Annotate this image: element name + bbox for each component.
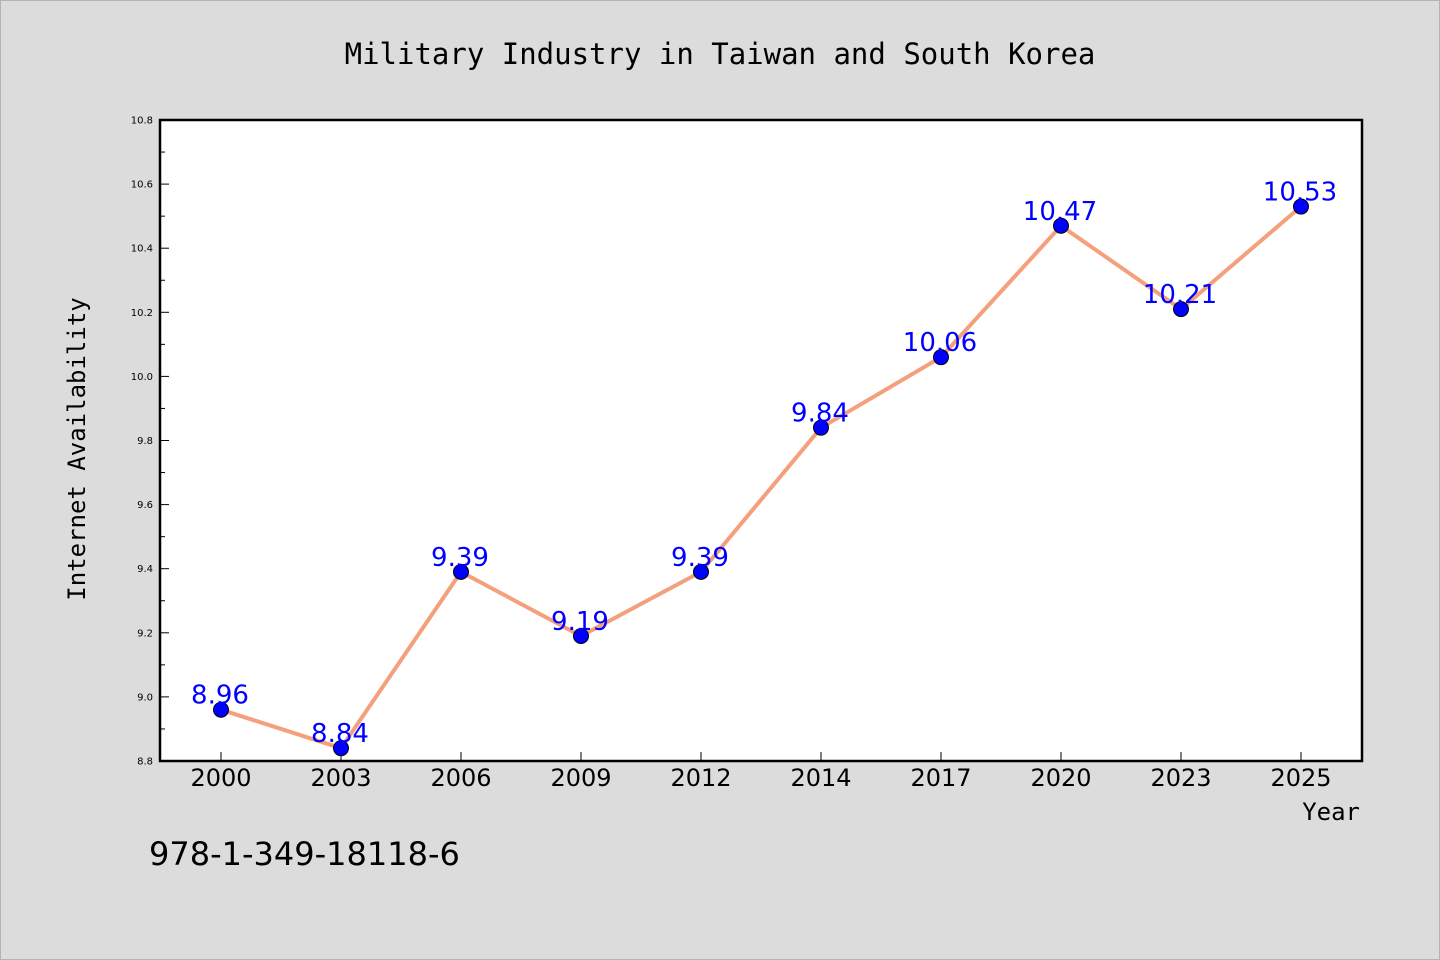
data-point [1173,301,1189,318]
y-tick-label: 10.8 [131,116,153,127]
series-layer: 8.96 8.84 9.39 9.19 9.39 9.84 10.06 10.47 10.21 1… [191,178,1337,757]
data-label: 10.21 [1143,280,1217,310]
data-point [1293,198,1309,215]
y-tick-label: 9.6 [137,500,153,511]
data-point [1053,217,1069,234]
x-tick-label: 2012 [670,764,731,792]
y-tick-label: 8.8 [137,757,153,768]
x-axis: 2000 2003 2006 2009 2012 2014 2017 2020 2023 2025 [190,752,1332,792]
y-axis: 8.8 9.0 9.2 9.4 9.6 9.8 10.0 10.2 10.4 10.6 10.8 [131,116,169,768]
y-axis-title: Internet Availability [63,297,91,600]
data-label: 9.39 [431,543,489,573]
data-point [573,628,589,645]
y-tick-label: 10.0 [131,372,153,383]
x-tick-label: 2020 [1030,764,1091,792]
x-tick-label: 2014 [790,764,851,792]
x-tick-label: 2000 [190,764,251,792]
y-tick-label: 10.4 [131,244,153,255]
x-tick-label: 2025 [1270,764,1331,792]
x-tick-label: 2003 [310,764,371,792]
data-label: 10.53 [1263,178,1337,208]
x-tick-label: 2006 [430,764,491,792]
data-label: 10.06 [903,328,977,358]
y-tick-label: 9.0 [137,692,153,703]
y-tick-label: 9.2 [137,628,153,639]
series-line [219,204,1303,751]
data-point [813,419,829,436]
data-label: 9.84 [791,399,849,429]
y-tick-label: 9.4 [137,564,153,575]
data-point [213,701,229,718]
data-label: 10.47 [1023,197,1097,227]
y-tick-label: 9.8 [137,436,153,447]
y-tick-label: 10.6 [131,180,153,191]
data-point [333,740,349,757]
data-label: 9.39 [671,543,729,573]
data-label: 9.19 [551,607,609,637]
data-point [933,349,949,366]
x-tick-label: 2017 [910,764,971,792]
footer-code: 978-1-349-18118-6 [149,835,460,873]
data-label: 8.84 [311,719,369,749]
x-axis-title: Year [1302,798,1360,826]
x-tick-label: 2009 [550,764,611,792]
data-point [693,563,709,580]
y-tick-label: 10.2 [131,308,153,319]
data-point [453,563,469,580]
x-tick-label: 2023 [1150,764,1211,792]
chart-title: Military Industry in Taiwan and South Ko… [345,37,1096,71]
plot-area [158,118,1364,763]
data-label: 8.96 [191,681,249,711]
